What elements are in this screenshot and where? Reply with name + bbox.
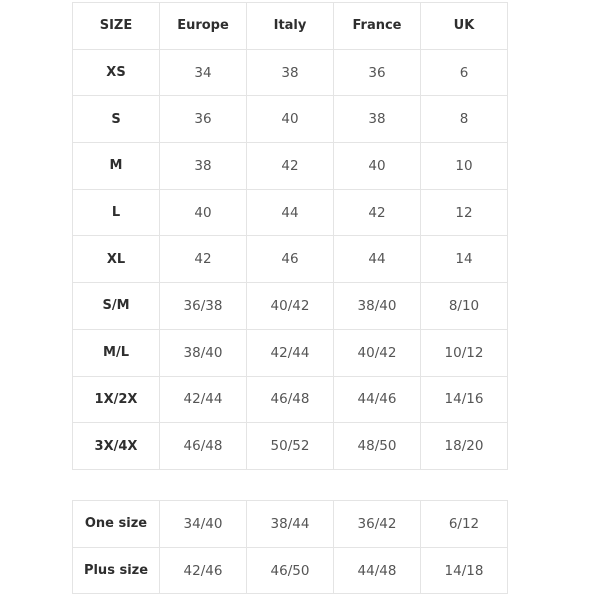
size-label-cell: XL: [72, 235, 160, 284]
size-value-cell: 38/40: [159, 328, 247, 377]
size-value-cell: 36: [333, 48, 421, 97]
size-label-cell: S/M: [72, 282, 160, 330]
size-value-cell: 12: [420, 188, 508, 237]
one-size-table: One size 34/40 38/44 36/42 6/12 Plus size 42/4…: [72, 500, 508, 595]
size-value-cell: 42: [333, 188, 421, 237]
size-value-cell: 40/42: [333, 328, 421, 377]
size-value-cell: 48/50: [333, 422, 421, 470]
size-value-cell: 34: [159, 48, 247, 97]
size-value-cell: 6: [420, 48, 508, 97]
size-value-cell: 14: [420, 235, 508, 284]
column-header: Italy: [246, 2, 334, 50]
table-row: M 38 42 40 10: [72, 142, 508, 190]
size-value-cell: 8/10: [420, 282, 508, 330]
size-value-cell: 38: [333, 95, 421, 144]
table-row: XS 34 38 36 6: [72, 48, 508, 97]
size-value-cell: 40: [333, 142, 421, 190]
size-value-cell: 42/46: [159, 546, 247, 595]
size-value-cell: 50/52: [246, 422, 334, 470]
size-value-cell: 42/44: [246, 328, 334, 377]
table-row: L 40 44 42 12: [72, 188, 508, 237]
size-label-cell: One size: [72, 500, 160, 548]
size-chart-table: SIZE Europe Italy France UK XS 34 38 36 6 S 36 40 38 8…: [72, 2, 508, 470]
size-value-cell: 46/50: [246, 546, 334, 595]
size-value-cell: 46: [246, 235, 334, 284]
size-label-cell: XS: [72, 48, 160, 97]
table-row: 1X/2X 42/44 46/48 44/46 14/16: [72, 375, 508, 424]
size-label-cell: 1X/2X: [72, 375, 160, 424]
size-label-cell: 3X/4X: [72, 422, 160, 470]
table-row: One size 34/40 38/44 36/42 6/12: [72, 500, 508, 548]
size-value-cell: 40/42: [246, 282, 334, 330]
table-row: 3X/4X 46/48 50/52 48/50 18/20: [72, 422, 508, 470]
table-row: S/M 36/38 40/42 38/40 8/10: [72, 282, 508, 330]
column-header: Europe: [159, 2, 247, 50]
size-value-cell: 38/44: [246, 500, 334, 548]
table-row: Plus size 42/46 46/50 44/48 14/18: [72, 546, 508, 595]
size-value-cell: 10: [420, 142, 508, 190]
size-label-cell: M/L: [72, 328, 160, 377]
size-label-cell: M: [72, 142, 160, 190]
size-value-cell: 44/46: [333, 375, 421, 424]
size-value-cell: 44: [333, 235, 421, 284]
table-row: XL 42 46 44 14: [72, 235, 508, 284]
size-value-cell: 14/16: [420, 375, 508, 424]
table-row: S 36 40 38 8: [72, 95, 508, 144]
size-value-cell: 38: [246, 48, 334, 97]
size-value-cell: 6/12: [420, 500, 508, 548]
table-row: M/L 38/40 42/44 40/42 10/12: [72, 328, 508, 377]
size-value-cell: 40: [246, 95, 334, 144]
size-value-cell: 42: [246, 142, 334, 190]
size-value-cell: 8: [420, 95, 508, 144]
size-value-cell: 42/44: [159, 375, 247, 424]
size-value-cell: 36/38: [159, 282, 247, 330]
size-value-cell: 44/48: [333, 546, 421, 595]
size-value-cell: 38/40: [333, 282, 421, 330]
size-value-cell: 18/20: [420, 422, 508, 470]
size-value-cell: 36/42: [333, 500, 421, 548]
size-label-cell: Plus size: [72, 546, 160, 595]
size-label-cell: S: [72, 95, 160, 144]
size-value-cell: 44: [246, 188, 334, 237]
size-value-cell: 40: [159, 188, 247, 237]
size-value-cell: 36: [159, 95, 247, 144]
size-value-cell: 46/48: [159, 422, 247, 470]
column-header: SIZE: [72, 2, 160, 50]
size-label-cell: L: [72, 188, 160, 237]
size-value-cell: 34/40: [159, 500, 247, 548]
size-value-cell: 10/12: [420, 328, 508, 377]
column-header: France: [333, 2, 421, 50]
size-value-cell: 14/18: [420, 546, 508, 595]
column-header: UK: [420, 2, 508, 50]
size-value-cell: 46/48: [246, 375, 334, 424]
header-row: SIZE Europe Italy France UK: [72, 2, 508, 50]
size-value-cell: 42: [159, 235, 247, 284]
size-value-cell: 38: [159, 142, 247, 190]
